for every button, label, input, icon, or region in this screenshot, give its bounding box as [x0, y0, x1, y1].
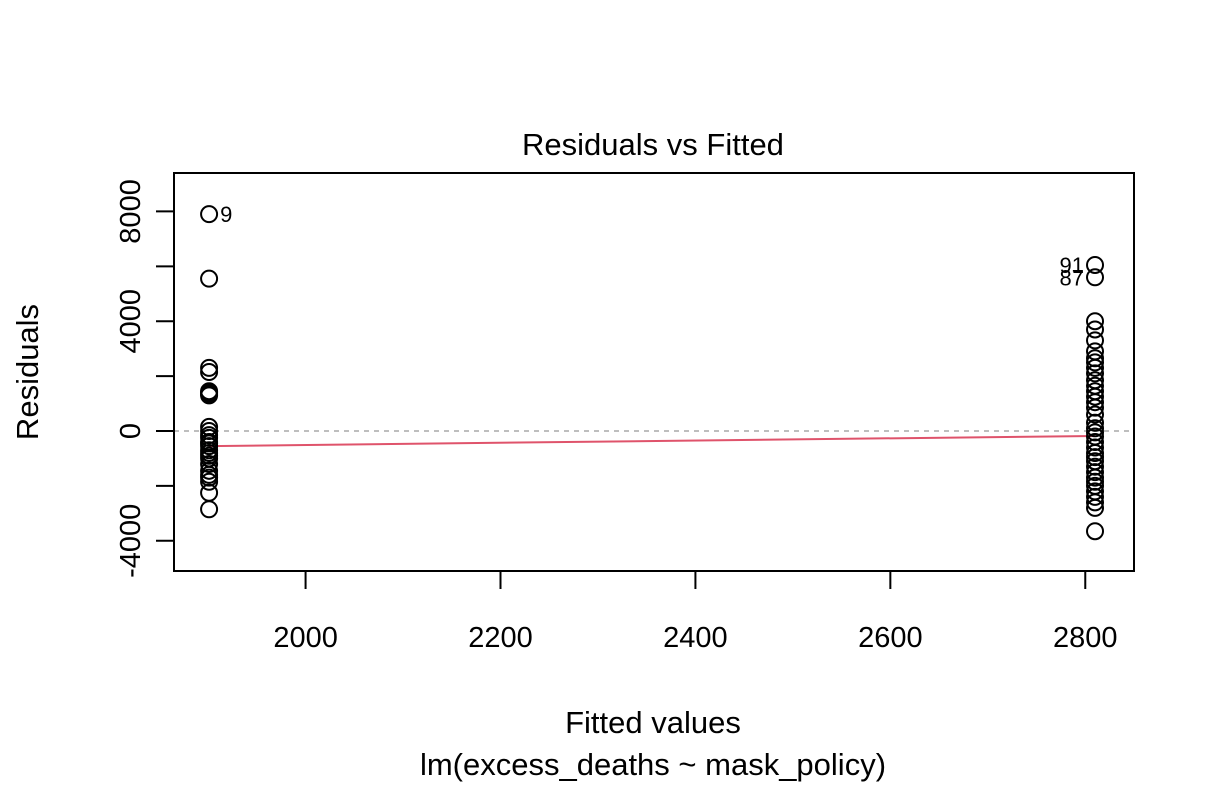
data-point: [1086, 413, 1105, 432]
x-tick-label: 2000: [273, 622, 338, 654]
y-tick-label: 0: [115, 423, 147, 439]
data-point: [1086, 255, 1105, 274]
data-point: [1086, 487, 1105, 506]
y-tick-label: 4000: [115, 289, 147, 354]
data-point: [1086, 320, 1105, 339]
data-point: [1086, 331, 1105, 350]
data-point: [1086, 387, 1105, 406]
chart-subtitle: lm(excess_deaths ~ mask_policy): [420, 747, 886, 782]
point-label: 91: [1060, 253, 1084, 278]
x-axis-label: Fitted values: [565, 705, 741, 740]
data-point: [200, 205, 219, 224]
point-label: 9: [220, 202, 232, 227]
data-point: [1086, 438, 1105, 457]
data-point: [1086, 498, 1105, 517]
data-point: [200, 269, 219, 288]
y-axis-label: Residuals: [10, 304, 45, 440]
x-tick-label: 2400: [663, 622, 728, 654]
plot-frame: [173, 172, 1135, 572]
x-tick-label: 2200: [468, 622, 533, 654]
chart-title: Residuals vs Fitted: [522, 127, 784, 162]
data-point: [1086, 312, 1105, 331]
data-point: [200, 386, 219, 405]
data-point: [200, 500, 219, 519]
data-point: [200, 363, 219, 381]
smooth-line: [209, 434, 1096, 448]
data-point: [1086, 393, 1105, 412]
data-point: [1086, 353, 1105, 372]
data-point: [1086, 522, 1105, 541]
data-point: [1086, 405, 1105, 424]
data-point: [1086, 463, 1105, 482]
x-tick-label: 2600: [858, 622, 923, 654]
x-tick-label: 2800: [1053, 622, 1118, 654]
point-label: 87: [1060, 265, 1084, 290]
y-tick-label: 8000: [115, 179, 147, 244]
data-point: [1086, 364, 1105, 383]
data-point: [1086, 358, 1105, 377]
data-point: [1086, 268, 1105, 287]
data-point: [200, 472, 219, 491]
y-tick-label: -4000: [115, 504, 147, 578]
data-point: [1086, 493, 1105, 512]
data-point: [200, 454, 219, 473]
